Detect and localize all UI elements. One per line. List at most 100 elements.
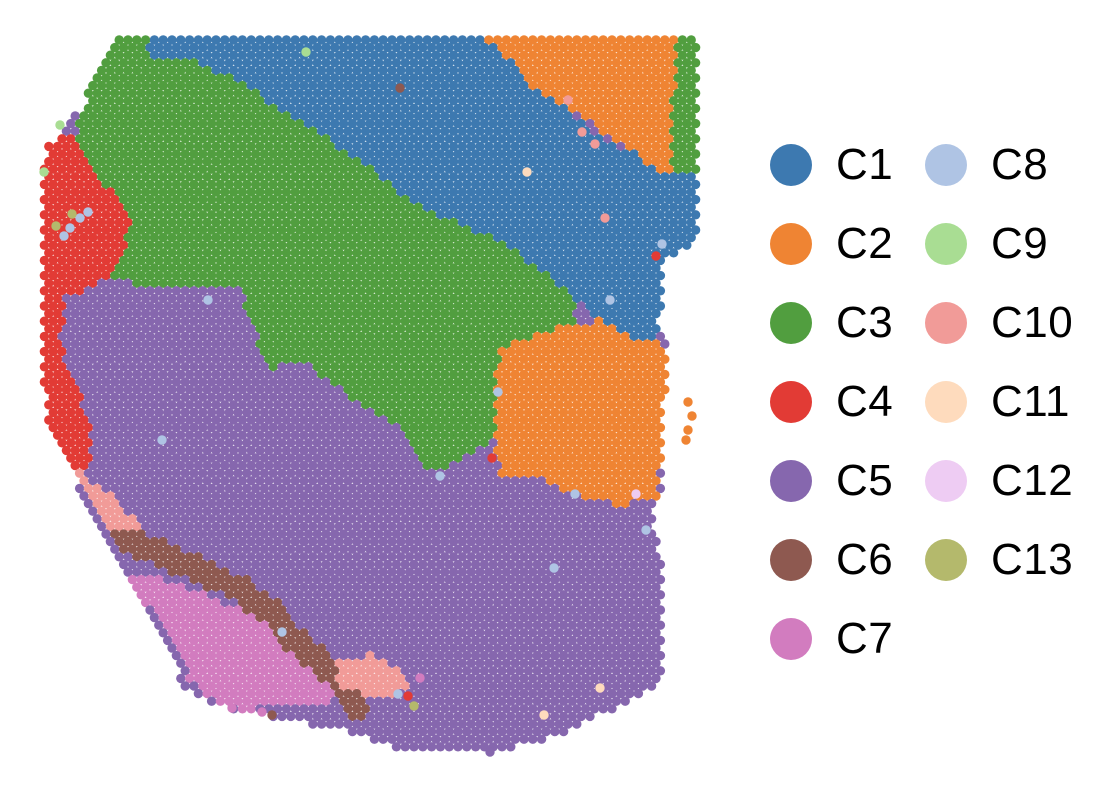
spot-c1	[272, 65, 283, 76]
spot-c1	[356, 118, 366, 129]
spot-c4	[70, 187, 80, 197]
spot-c3	[145, 149, 155, 159]
spot-c2	[611, 58, 622, 68]
spot-c1	[422, 65, 432, 76]
spot-c2	[576, 73, 586, 83]
spot-c3	[206, 179, 217, 190]
spot-c3	[132, 96, 142, 106]
spot-c3	[110, 73, 120, 83]
spot-c3	[154, 164, 164, 174]
spot-c1	[448, 172, 459, 182]
spot-c3	[114, 156, 124, 167]
spot-c2	[660, 50, 670, 60]
spot-c1	[624, 202, 635, 212]
spot-c1	[343, 126, 353, 136]
spot-c2	[607, 111, 617, 121]
spot-c1	[576, 149, 586, 159]
spot-c2	[624, 111, 635, 121]
spot-c1	[277, 73, 287, 83]
spot-c1	[308, 111, 318, 121]
spot-c1	[585, 164, 595, 174]
spot-c2	[607, 50, 617, 60]
spot-c3	[184, 172, 195, 182]
spot-c3	[145, 179, 155, 190]
spot-c2	[624, 65, 635, 76]
spot-c1	[413, 35, 424, 45]
spot-c1	[479, 194, 490, 205]
spot-c3	[127, 149, 138, 159]
spot-c3	[290, 156, 300, 167]
spot-c1	[387, 35, 397, 45]
spot-c3	[180, 134, 190, 144]
spot-c2	[651, 80, 661, 91]
spot-c3	[321, 164, 331, 174]
spot-c1	[519, 96, 529, 106]
spot-c1	[501, 172, 512, 182]
spot-c3	[294, 118, 305, 129]
spot-c2	[651, 96, 661, 106]
spot-c2	[492, 35, 503, 45]
spot-c3	[224, 103, 234, 114]
spot-c1	[356, 149, 366, 159]
spot-c3	[290, 172, 300, 182]
spot-c1	[347, 103, 358, 114]
spot-c3	[281, 111, 292, 121]
spot-c2	[589, 111, 600, 121]
spot-c1	[444, 118, 454, 129]
spot-c1	[396, 65, 406, 76]
spot-c1	[250, 73, 261, 83]
spot-c1	[418, 194, 428, 205]
spot-c1	[470, 179, 481, 190]
spot-c1	[624, 187, 635, 197]
spot-c3	[668, 141, 679, 152]
spot-c3	[105, 50, 116, 60]
spot-c4	[48, 179, 58, 190]
spot-c3	[136, 210, 146, 220]
spot-c1	[514, 88, 525, 98]
spot-c1	[554, 141, 564, 152]
spot-c3	[105, 65, 116, 76]
spot-c1	[378, 156, 388, 167]
spot-c3	[673, 149, 683, 159]
spot-c1	[642, 172, 652, 182]
spot-c3	[211, 80, 221, 91]
spot-c1	[624, 172, 635, 182]
spot-c1	[369, 80, 380, 91]
spot-c3	[294, 164, 305, 174]
spot-c3	[303, 164, 314, 174]
spot-c3	[686, 35, 696, 45]
spot-c3	[312, 134, 322, 144]
spot-c4	[70, 141, 80, 152]
spot-c2	[602, 58, 613, 68]
spot-c1	[488, 134, 498, 144]
spot-c3	[673, 118, 683, 129]
spot-c1	[466, 35, 476, 45]
spot-c1	[413, 96, 424, 106]
spot-c1	[536, 172, 547, 182]
spot-c2	[664, 58, 674, 68]
spot-c1	[312, 73, 322, 83]
spot-c1	[550, 179, 560, 190]
spot-c3	[343, 202, 353, 212]
spot-c1	[457, 35, 468, 45]
spot-c1	[545, 111, 556, 121]
spot-c1	[202, 35, 212, 45]
spot-c4	[57, 179, 67, 190]
spot-c3	[176, 187, 186, 197]
spot-c1	[506, 88, 516, 98]
spot-c3	[154, 88, 164, 98]
spot-c3	[88, 126, 98, 136]
spot-c1	[286, 42, 296, 53]
spot-c1	[321, 58, 331, 68]
spot-c2	[598, 35, 608, 45]
spot-c3	[206, 134, 217, 144]
spot-c1	[400, 179, 410, 190]
spot-c3	[193, 156, 204, 167]
spot-c1	[365, 88, 375, 98]
spot-c1	[651, 172, 661, 182]
spot-c4	[48, 210, 58, 220]
spot-c1	[664, 179, 674, 190]
spot-c1	[462, 118, 472, 129]
spot-c1	[638, 164, 648, 174]
spot-c1	[206, 58, 217, 68]
